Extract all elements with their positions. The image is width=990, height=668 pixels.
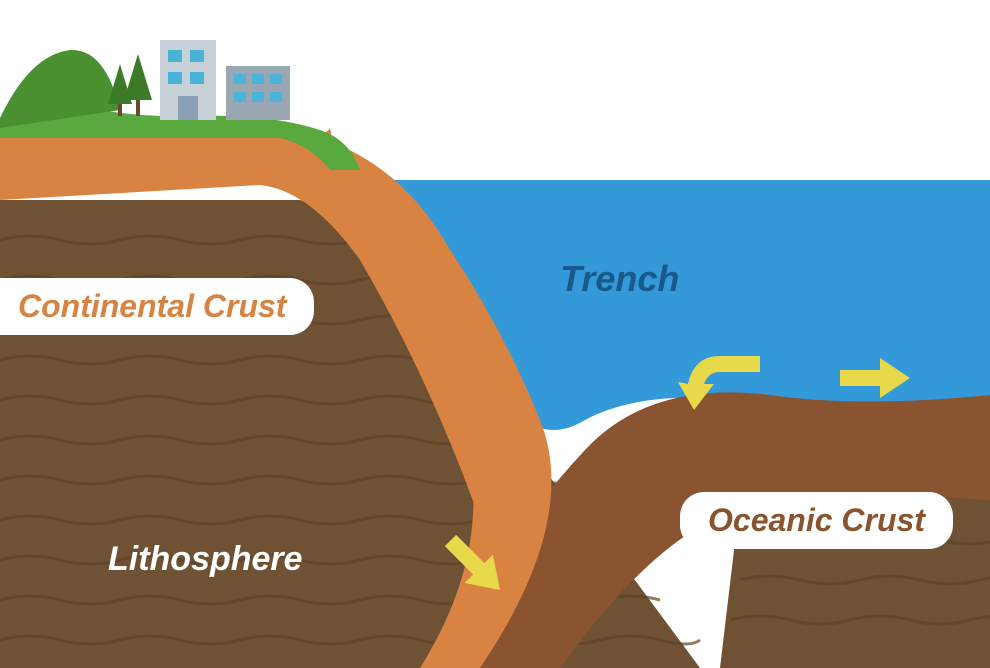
building-a	[160, 40, 216, 120]
building-b	[226, 66, 290, 120]
lithosphere-label: Lithosphere	[108, 540, 303, 579]
continental-crust-text: Continental Crust	[18, 288, 286, 324]
trench-label: Trench	[560, 258, 679, 300]
oceanic-crust-text: Oceanic Crust	[708, 502, 925, 538]
oceanic-crust-label: Oceanic Crust	[680, 492, 953, 549]
continental-crust-label: Continental Crust	[0, 278, 314, 335]
trench-text: Trench	[560, 258, 679, 299]
lithosphere-text: Lithosphere	[108, 540, 303, 578]
